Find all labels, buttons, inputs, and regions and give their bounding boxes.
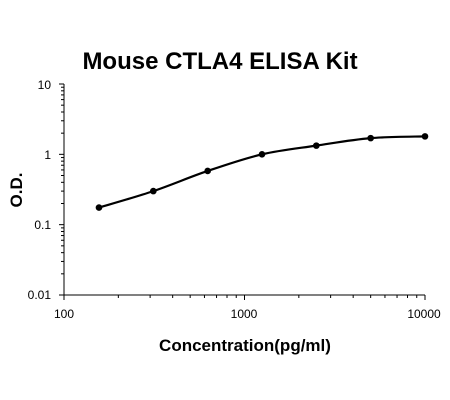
data-point bbox=[421, 133, 429, 140]
y-tick-label: 10 bbox=[38, 78, 52, 92]
data-point bbox=[150, 187, 157, 195]
y-tick-labels: 10 1 0.1 0.01 bbox=[28, 78, 52, 302]
plot-area: 10 1 0.1 0.01 100 1000 10000 bbox=[28, 78, 441, 321]
x-tick-label: 10000 bbox=[407, 307, 441, 321]
data-point bbox=[95, 204, 103, 211]
x-tick-labels: 100 1000 10000 bbox=[54, 307, 441, 321]
data-point bbox=[313, 142, 320, 149]
y-axis-label: O.D. bbox=[7, 173, 26, 208]
y-tick-label: 1 bbox=[44, 148, 51, 162]
y-tick-label: 0.1 bbox=[34, 218, 51, 232]
data-point bbox=[204, 167, 211, 175]
data-points bbox=[95, 133, 429, 211]
x-tick-label: 1000 bbox=[231, 307, 258, 321]
x-axis-label: Concentration(pg/ml) bbox=[159, 336, 331, 355]
data-point bbox=[258, 151, 266, 158]
y-tick-label: 0.01 bbox=[28, 288, 52, 302]
data-point bbox=[367, 134, 374, 142]
major-ticks bbox=[59, 83, 426, 300]
x-tick-label: 100 bbox=[54, 307, 74, 321]
minor-ticks bbox=[61, 86, 418, 298]
chart-title: Mouse CTLA4 ELISA Kit bbox=[82, 48, 357, 75]
series-line bbox=[98, 135, 426, 209]
